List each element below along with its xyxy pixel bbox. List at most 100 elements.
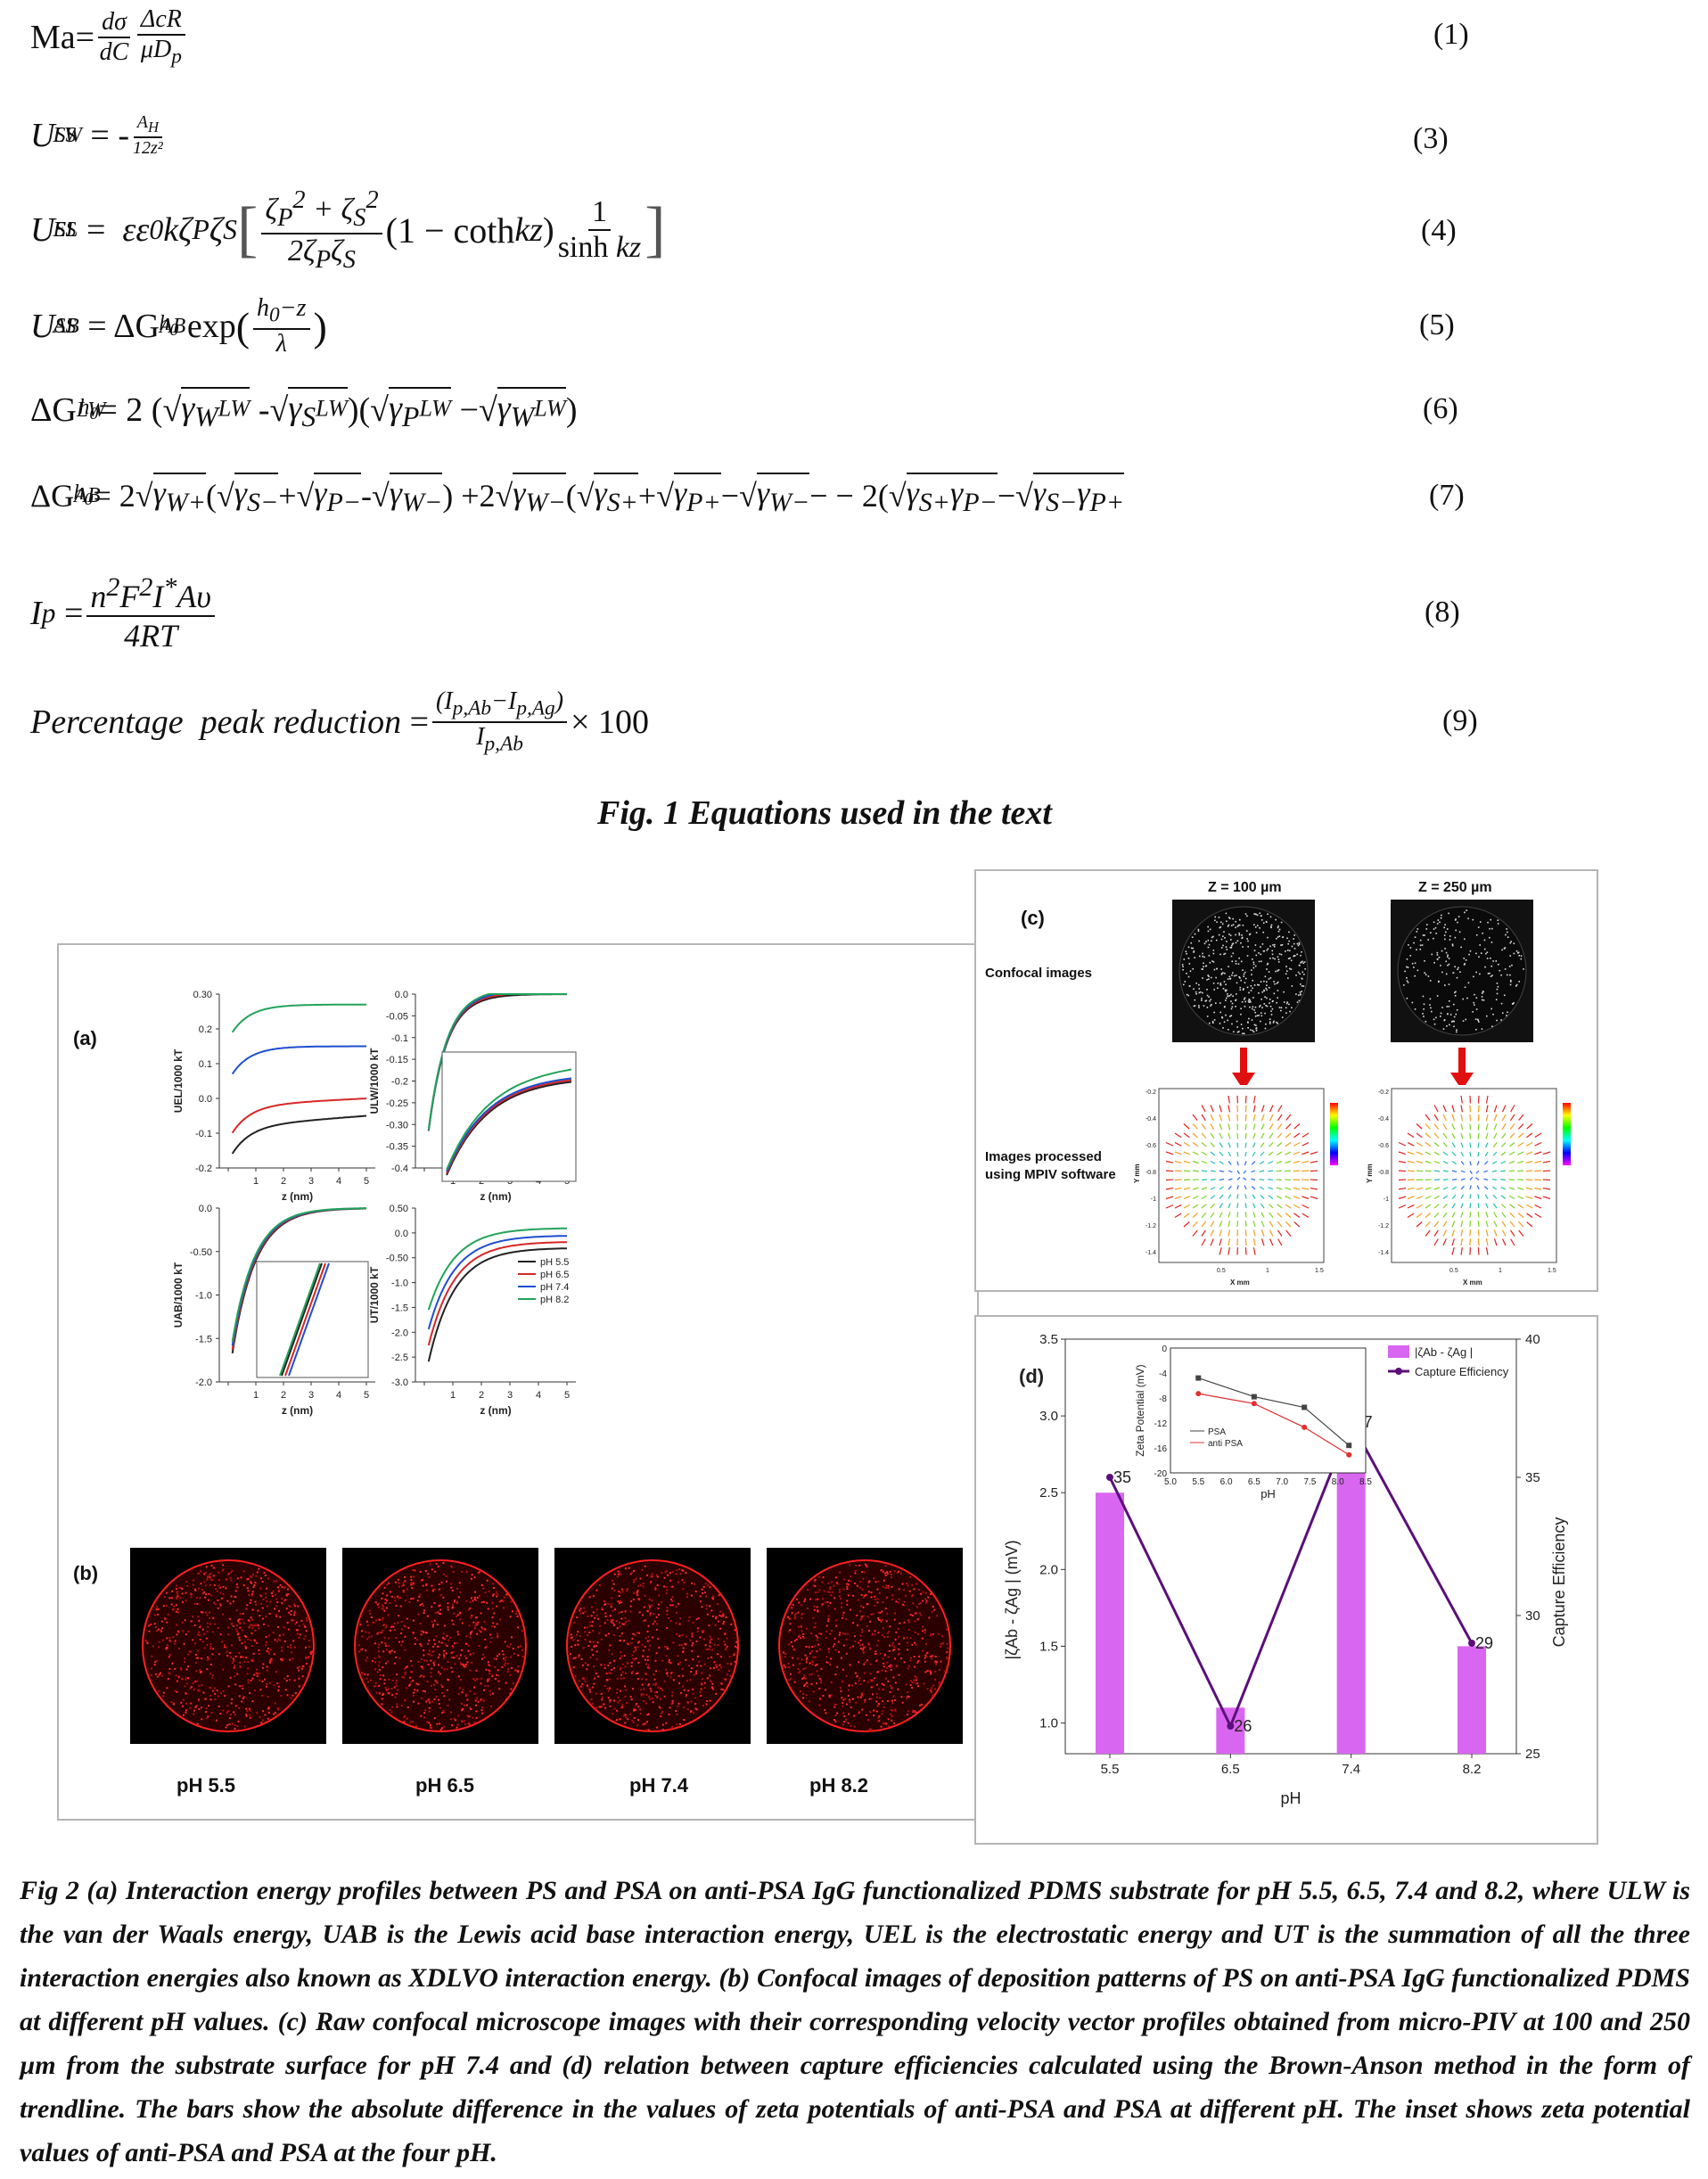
velocity-vector bbox=[1269, 1105, 1274, 1113]
particle bbox=[452, 1612, 455, 1615]
particle bbox=[633, 1658, 636, 1661]
particle bbox=[420, 1665, 423, 1668]
title-z100: Z = 100 µm bbox=[1208, 880, 1282, 895]
particle bbox=[907, 1621, 910, 1624]
particle bbox=[689, 1639, 692, 1641]
particle bbox=[1227, 992, 1228, 995]
particle bbox=[828, 1696, 831, 1698]
y-tick-label: 0.1 bbox=[199, 1059, 212, 1070]
particle bbox=[306, 1619, 308, 1622]
particle bbox=[1482, 932, 1483, 934]
y-tick-label: -0.1 bbox=[391, 1033, 408, 1044]
particle bbox=[404, 1699, 406, 1702]
particle bbox=[804, 1683, 807, 1686]
velocity-vector bbox=[1285, 1160, 1292, 1164]
particle bbox=[822, 1694, 825, 1697]
velocity-vector bbox=[1276, 1160, 1283, 1164]
particle bbox=[656, 1696, 659, 1698]
y-tick-label: -0.6 bbox=[1378, 1143, 1389, 1149]
particle bbox=[471, 1631, 473, 1633]
particle bbox=[624, 1616, 627, 1619]
particle bbox=[153, 1614, 156, 1616]
particle bbox=[209, 1646, 212, 1649]
particle bbox=[877, 1580, 880, 1583]
particle bbox=[246, 1587, 249, 1590]
particle bbox=[447, 1678, 449, 1681]
particle bbox=[455, 1719, 457, 1722]
particle bbox=[198, 1690, 201, 1692]
particle bbox=[205, 1566, 208, 1568]
particle bbox=[153, 1664, 156, 1666]
particle bbox=[206, 1578, 209, 1581]
particle bbox=[374, 1682, 377, 1684]
velocity-vector bbox=[1293, 1123, 1301, 1130]
particle bbox=[784, 1666, 787, 1669]
particle bbox=[505, 1698, 508, 1700]
particle bbox=[680, 1692, 683, 1695]
velocity-vector bbox=[1183, 1160, 1191, 1164]
particle bbox=[1242, 989, 1244, 991]
particle bbox=[1246, 938, 1248, 940]
particle bbox=[913, 1588, 916, 1591]
particle bbox=[469, 1653, 472, 1656]
particle bbox=[238, 1636, 241, 1639]
particle bbox=[434, 1570, 437, 1573]
particle bbox=[635, 1577, 637, 1580]
particle bbox=[384, 1636, 387, 1639]
particle bbox=[861, 1649, 864, 1651]
particle bbox=[644, 1723, 646, 1725]
particle bbox=[210, 1594, 213, 1597]
particle bbox=[685, 1572, 687, 1575]
velocity-vector bbox=[1260, 1194, 1265, 1199]
particle bbox=[472, 1621, 475, 1624]
particle bbox=[241, 1684, 243, 1687]
particle bbox=[627, 1718, 629, 1721]
velocity-vector bbox=[1302, 1160, 1310, 1164]
particle bbox=[279, 1616, 282, 1618]
particle bbox=[370, 1616, 373, 1618]
particle bbox=[1425, 1020, 1427, 1023]
particle bbox=[814, 1645, 817, 1648]
particle bbox=[1269, 1021, 1271, 1024]
particle bbox=[423, 1675, 425, 1678]
particle bbox=[802, 1635, 805, 1638]
particle bbox=[672, 1679, 675, 1682]
particle bbox=[649, 1644, 652, 1647]
particle bbox=[783, 1651, 785, 1654]
y-tick-label: 0.0 bbox=[395, 1229, 408, 1239]
particle bbox=[155, 1608, 158, 1611]
particle bbox=[616, 1677, 619, 1680]
particle bbox=[1463, 958, 1466, 959]
particle bbox=[888, 1665, 891, 1667]
velocity-vector bbox=[1183, 1123, 1190, 1130]
velocity-vector bbox=[1483, 1186, 1489, 1190]
particle bbox=[516, 1610, 519, 1613]
particle bbox=[1481, 999, 1483, 1001]
particle bbox=[612, 1583, 615, 1585]
particle bbox=[663, 1695, 666, 1698]
particle bbox=[376, 1671, 379, 1673]
particle bbox=[450, 1657, 453, 1659]
particle bbox=[859, 1647, 862, 1649]
particle bbox=[1195, 991, 1197, 993]
particle bbox=[845, 1652, 848, 1655]
velocity-vector bbox=[1192, 1132, 1199, 1139]
particle bbox=[903, 1589, 906, 1591]
particle bbox=[1267, 913, 1269, 916]
particle bbox=[716, 1603, 719, 1606]
velocity-vector bbox=[1228, 1170, 1233, 1173]
particle bbox=[890, 1684, 892, 1687]
velocity-vector bbox=[1276, 1151, 1283, 1155]
particle bbox=[404, 1635, 406, 1638]
equation-number: (1) bbox=[1433, 18, 1469, 51]
particle bbox=[1272, 999, 1274, 1002]
particle bbox=[1277, 961, 1280, 963]
particle bbox=[924, 1632, 926, 1634]
particle bbox=[1454, 994, 1457, 997]
velocity-vector bbox=[1192, 1229, 1198, 1237]
particle bbox=[813, 1626, 816, 1629]
particle bbox=[1406, 958, 1408, 960]
particle bbox=[626, 1590, 628, 1592]
particle bbox=[907, 1641, 909, 1644]
particle bbox=[192, 1579, 194, 1582]
